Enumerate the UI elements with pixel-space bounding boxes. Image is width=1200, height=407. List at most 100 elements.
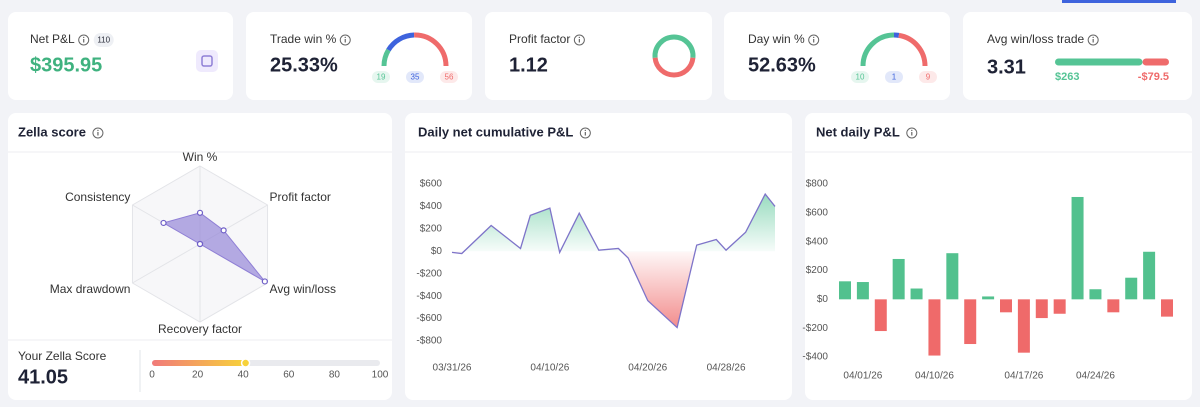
info-icon-dot (911, 129, 913, 132)
y-tick-label: -$400 (416, 291, 442, 302)
donut-segment (652, 57, 696, 78)
x-tick-label: 03/31/26 (433, 363, 472, 374)
score-tick: 60 (283, 370, 295, 381)
gauge-badge (885, 71, 903, 83)
card-label: Avg win/loss trade (987, 32, 1084, 46)
card-value: $395.95 (30, 54, 102, 76)
score-knob (240, 358, 251, 368)
info-icon[interactable] (579, 127, 591, 139)
gauge-count: 10 (856, 73, 865, 82)
gauge-badge (406, 71, 424, 83)
y-tick-label: -$600 (416, 313, 442, 324)
info-icon-dot (344, 36, 346, 39)
radar-point (160, 219, 167, 227)
info-icon[interactable] (906, 127, 918, 139)
loss-bar (1142, 58, 1169, 66)
bar (874, 299, 887, 332)
bar (1035, 299, 1048, 319)
bar (1089, 289, 1102, 300)
radar-point (196, 240, 204, 248)
info-icon[interactable] (92, 127, 104, 139)
bar (1053, 299, 1066, 314)
bar (1107, 299, 1120, 313)
badge-text: 110 (97, 36, 110, 45)
card-value: 25.33% (270, 54, 338, 76)
panel-title: Net daily P&L (816, 124, 900, 139)
line (451, 192, 776, 329)
bar (1125, 277, 1138, 300)
x-tick-label: 04/01/26 (843, 371, 882, 382)
win-label: $263 (1055, 71, 1079, 83)
y-tick-label: $0 (817, 294, 829, 305)
x-tick-label: 04/20/26 (628, 363, 667, 374)
radar-label: Profit factor (270, 190, 331, 204)
top-button[interactable] (1062, 0, 1176, 3)
card-value: 3.31 (987, 56, 1026, 78)
panel-title: Daily net cumulative P&L (418, 124, 573, 139)
bar (1161, 299, 1173, 317)
radar-point (261, 278, 268, 285)
bar (982, 296, 995, 300)
gauge-badge (851, 71, 869, 83)
info-icon[interactable] (1087, 34, 1099, 46)
radar-label: Avg win/loss (270, 282, 336, 296)
bar (910, 288, 923, 300)
bar (839, 281, 851, 300)
gauge-segment (386, 32, 415, 52)
info-icon-dot (578, 36, 581, 39)
panel-title: Zella score (18, 124, 86, 139)
x-tick-label: 04/10/26 (915, 371, 954, 382)
bar (928, 299, 941, 356)
journal-button[interactable] (196, 50, 218, 72)
radar-point (196, 209, 204, 216)
score-fill (152, 360, 246, 366)
gauge-segment (898, 32, 928, 67)
gauge-badge (919, 71, 937, 83)
score-value: 41.05 (18, 366, 68, 388)
gauge-segment (414, 32, 449, 67)
gauge-segment (381, 48, 391, 67)
bar (892, 258, 905, 300)
gauge-count: 56 (445, 73, 454, 82)
score-label: Your Zella Score (18, 349, 107, 363)
y-tick-label: -$400 (802, 352, 828, 363)
y-tick-label: $600 (806, 207, 829, 218)
radar-label: Recovery factor (158, 322, 242, 336)
info-icon-dot (83, 36, 85, 39)
x-tick-label: 04/28/26 (707, 363, 746, 374)
badge (93, 33, 114, 47)
panel (405, 113, 792, 400)
gauge-badge (372, 71, 390, 83)
score-tick: 20 (192, 370, 204, 381)
y-tick-label: -$800 (416, 336, 442, 347)
panel (805, 113, 1192, 400)
area (452, 194, 775, 328)
journal-icon (201, 55, 213, 67)
score-tick: 0 (149, 370, 155, 381)
radar-spoke (132, 243, 201, 284)
y-tick-label: $400 (420, 201, 443, 212)
gauge-count: 1 (892, 73, 897, 82)
info-icon-dot (584, 129, 587, 132)
bar (856, 282, 869, 300)
bar (1071, 196, 1084, 300)
info-icon[interactable] (78, 34, 90, 46)
y-tick-label: $600 (420, 179, 443, 190)
y-tick-label: $200 (806, 265, 829, 276)
info-icon[interactable] (808, 34, 820, 46)
radar-point (220, 227, 227, 234)
gauge-badge (440, 71, 458, 83)
radar-label: Win % (183, 150, 218, 164)
radar-area (162, 212, 266, 282)
donut-segment (652, 34, 696, 59)
bar (1000, 299, 1012, 313)
score-tick: 80 (329, 370, 341, 381)
card-value: 52.63% (748, 54, 816, 76)
x-tick-label: 04/24/26 (1076, 371, 1115, 382)
card-label: Day win % (748, 32, 805, 46)
gauge-count: 9 (926, 73, 931, 82)
info-icon[interactable] (339, 34, 351, 46)
y-tick-label: $200 (420, 223, 443, 234)
info-icon[interactable] (573, 34, 585, 46)
